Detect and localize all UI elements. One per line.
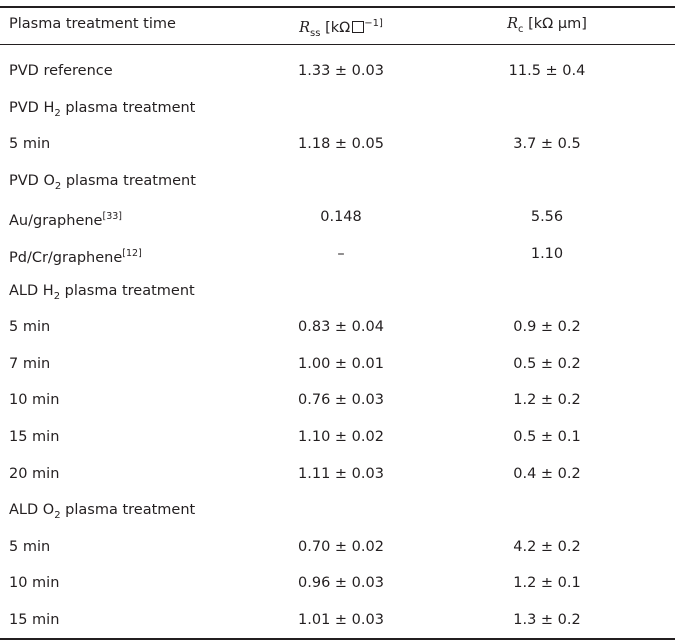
rss-value: 1.18 ± 0.05 xyxy=(298,136,384,153)
rc-value: 0.5 ± 0.1 xyxy=(513,429,581,445)
reference-superscript: [33] xyxy=(102,211,122,223)
row-label: 10 min xyxy=(9,386,59,414)
row-label: 5 min xyxy=(9,130,50,158)
header-rule xyxy=(0,44,675,45)
row-label-text: 5 min xyxy=(9,538,51,555)
rss-value: 1.00 ± 0.01 xyxy=(298,355,384,372)
row-label-text: 10 min xyxy=(9,392,60,409)
row-label-text: Pd/Cr/graphene xyxy=(9,250,123,266)
header-rss: Rss [kΩ −1] xyxy=(228,10,454,48)
rss-value: 0.76 ± 0.03 xyxy=(298,392,384,409)
row-label: PVD O2 plasma treatment xyxy=(9,167,196,201)
rss-value: 1.01 ± 0.03 xyxy=(298,612,384,628)
rc-value: 3.7 ± 0.5 xyxy=(513,136,581,153)
row-label-text: 15 min xyxy=(9,429,60,445)
table-row: ALD H2 plasma treatment xyxy=(0,277,675,305)
table-row: ALD O2 plasma treatment xyxy=(0,496,675,524)
rss-value: 0.83 ± 0.04 xyxy=(298,319,384,336)
header-rc: Rc [kΩ μm] xyxy=(434,10,660,44)
bottom-rule xyxy=(0,638,675,640)
table-row: 5 min 1.18 ± 0.05 3.7 ± 0.5 xyxy=(0,130,675,158)
rc-value: 4.2 ± 0.2 xyxy=(513,538,581,555)
row-label-subscript: 2 xyxy=(54,510,61,522)
rss-value: – xyxy=(337,246,345,262)
rc-value: 1.10 xyxy=(530,246,564,262)
row-label-suffix: plasma treatment xyxy=(61,172,196,189)
table-row: 20 min 1.11 ± 0.03 0.4 ± 0.2 xyxy=(0,460,675,488)
rc-value: 0.9 ± 0.2 xyxy=(513,319,581,336)
top-rule xyxy=(0,6,675,8)
rc-value: 11.5 ± 0.4 xyxy=(508,63,586,79)
row-label: 20 min xyxy=(9,460,59,488)
row-label: ALD O2 plasma treatment xyxy=(9,496,195,530)
rss-symbol: R xyxy=(299,20,311,36)
table-row: 7 min 1.00 ± 0.01 0.5 ± 0.2 xyxy=(0,350,675,378)
row-label-text: PVD reference xyxy=(9,63,113,79)
row-label: PVD H2 plasma treatment xyxy=(9,94,195,128)
row-label: ALD H2 plasma treatment xyxy=(9,277,195,311)
row-label-text: 5 min xyxy=(9,136,51,153)
row-label-text: 15 min xyxy=(9,612,60,628)
rss-subscript: ss xyxy=(310,28,321,39)
row-label-text: 5 min xyxy=(9,319,51,336)
rss-unit-open: [kΩ xyxy=(325,20,351,36)
rc-value: 5.56 xyxy=(530,209,564,226)
rc-value: 0.5 ± 0.2 xyxy=(513,355,581,372)
rc-value: 0.4 ± 0.2 xyxy=(513,465,581,482)
row-label: 7 min xyxy=(9,350,50,378)
row-label: PVD reference xyxy=(9,57,113,85)
rss-value: 1.33 ± 0.03 xyxy=(298,63,384,79)
row-label-suffix: plasma treatment xyxy=(60,282,195,299)
header-row: Plasma treatment time Rss [kΩ −1] Rc [kΩ … xyxy=(0,10,675,39)
table-row: 15 min 1.10 ± 0.02 0.5 ± 0.1 xyxy=(0,423,675,451)
row-label: Au/graphene[33] xyxy=(9,203,122,235)
rss-value: 1.10 ± 0.02 xyxy=(298,429,384,445)
row-label-text: 7 min xyxy=(9,355,51,372)
reference-superscript: [12] xyxy=(122,248,142,259)
square-icon xyxy=(352,21,365,33)
table-row: 10 min 0.96 ± 0.03 1.2 ± 0.1 xyxy=(0,569,675,597)
row-label-text: 10 min xyxy=(9,575,60,592)
row-label: 5 min xyxy=(9,533,50,561)
row-label: Pd/Cr/graphene[12] xyxy=(9,240,142,272)
header-plasma-treatment-time: Plasma treatment time xyxy=(9,16,176,32)
table-row: 15 min 1.01 ± 0.03 1.3 ± 0.2 xyxy=(0,606,675,634)
row-label: 10 min xyxy=(9,569,59,597)
row-label: 15 min xyxy=(9,606,59,634)
rc-value: 1.2 ± 0.1 xyxy=(513,575,581,592)
row-label-suffix: plasma treatment xyxy=(60,99,196,116)
row-label-text: ALD O xyxy=(9,502,55,519)
table-row: PVD H2 plasma treatment xyxy=(0,94,675,122)
row-label-subscript: 2 xyxy=(54,180,62,192)
row-label-suffix: plasma treatment xyxy=(60,502,196,519)
table-row: 10 min 0.76 ± 0.03 1.2 ± 0.2 xyxy=(0,386,675,414)
rc-value: 1.3 ± 0.2 xyxy=(513,612,581,628)
row-label: 5 min xyxy=(9,313,50,341)
row-label-text: 20 min xyxy=(9,465,60,482)
rc-symbol: R xyxy=(507,16,519,32)
table-row: Pd/Cr/graphene[12] – 1.10 xyxy=(0,240,675,268)
table-row: PVD O2 plasma treatment xyxy=(0,167,675,195)
table-row: 5 min 0.70 ± 0.02 4.2 ± 0.2 xyxy=(0,533,675,561)
row-label-text: PVD O xyxy=(9,172,55,189)
rss-value: 0.70 ± 0.02 xyxy=(298,538,384,555)
rss-value: 0.96 ± 0.03 xyxy=(298,575,384,592)
table-row: Au/graphene[33] 0.148 5.56 xyxy=(0,203,675,231)
row-label-text: Au/graphene xyxy=(9,213,103,230)
row-label-subscript: 2 xyxy=(53,290,61,302)
table-row: 5 min 0.83 ± 0.04 0.9 ± 0.2 xyxy=(0,313,675,341)
row-label-subscript: 2 xyxy=(54,107,61,119)
rss-unit-close: −1] xyxy=(364,18,383,29)
row-label-text: PVD H xyxy=(9,99,55,116)
row-label-text: ALD H xyxy=(9,282,54,299)
row-label: 15 min xyxy=(9,423,59,451)
rc-unit: [kΩ μm] xyxy=(528,16,587,32)
rc-subscript: c xyxy=(518,24,524,35)
table-row: PVD reference 1.33 ± 0.03 11.5 ± 0.4 xyxy=(0,57,675,85)
rss-value: 0.148 xyxy=(320,209,362,226)
rss-value: 1.11 ± 0.03 xyxy=(298,465,384,482)
rc-value: 1.2 ± 0.2 xyxy=(513,392,581,409)
